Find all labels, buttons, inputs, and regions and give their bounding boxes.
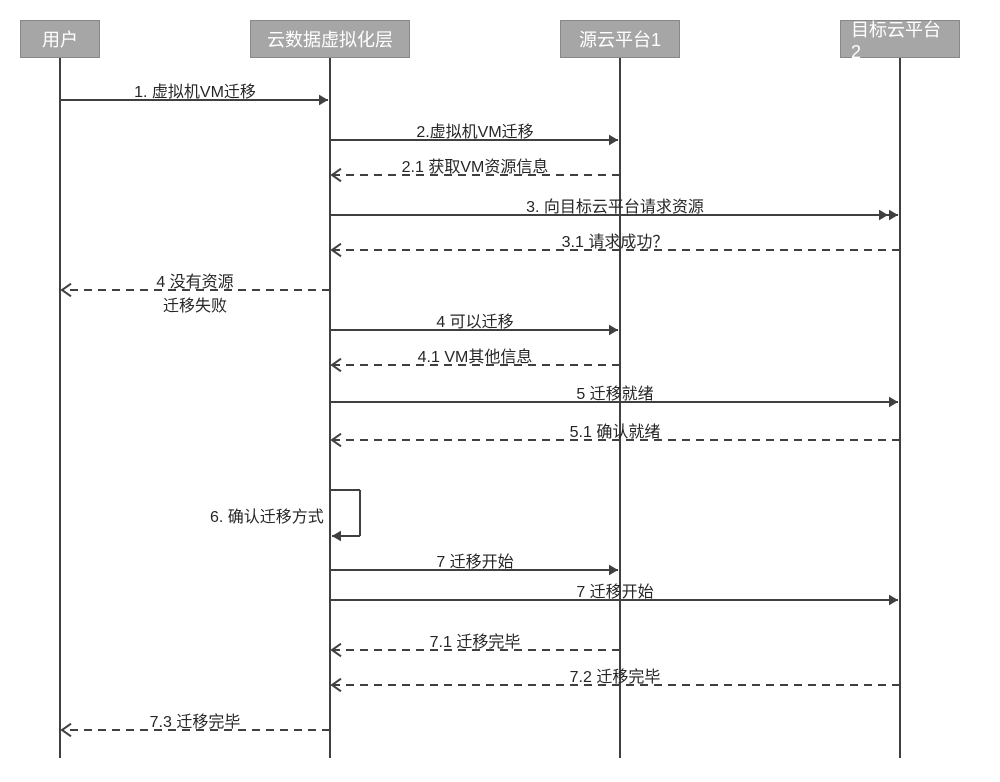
msg-1-label: 1. 虚拟机VM迁移 [134, 78, 256, 102]
msg-2-label: 2.虚拟机VM迁移 [416, 118, 533, 142]
msg-5-label: 5 迁移就绪 [576, 380, 653, 404]
msg-7.1-label: 7.1 迁移完毕 [430, 628, 521, 652]
msg-4a-label: 4 没有资源 [156, 268, 233, 292]
msg-4.1-label: 4.1 VM其他信息 [418, 343, 533, 367]
msg-3.1-label: 3.1 请求成功？ [562, 228, 669, 252]
msg-6-label: 6. 确认迁移方式 [210, 503, 324, 527]
msg-2.1-label: 2.1 获取VM资源信息 [402, 153, 549, 177]
msg-3-label: 3. 向目标云平台请求资源 [526, 193, 704, 217]
msg-4b-label: 4 可以迁移 [436, 308, 513, 332]
sequence-diagram: 用户 云数据虚拟化层 源云平台1 目标云平台2 1. 虚拟机VM迁移 2.虚拟机VM迁移 2… [0, 0, 1000, 782]
msg-7.2-label: 7.2 迁移完毕 [570, 663, 661, 687]
lifeline-user [59, 58, 61, 758]
participant-user: 用户 [20, 20, 100, 58]
msg-7.3-label: 7.3 迁移完毕 [150, 708, 241, 732]
participant-cloud2: 目标云平台2 [840, 20, 960, 58]
lifeline-cloud2 [899, 58, 901, 758]
msg-7a-label: 7 迁移开始 [436, 548, 513, 572]
participant-cloud1: 源云平台1 [560, 20, 680, 58]
participant-vlayer: 云数据虚拟化层 [250, 20, 410, 58]
msg-5.1-label: 5.1 确认就绪 [570, 418, 661, 442]
lifeline-cloud1 [619, 58, 621, 758]
msg-4a-label-2: 迁移失败 [163, 292, 227, 316]
lifeline-vlayer [329, 58, 331, 758]
msg-7b-label: 7 迁移开始 [576, 578, 653, 602]
